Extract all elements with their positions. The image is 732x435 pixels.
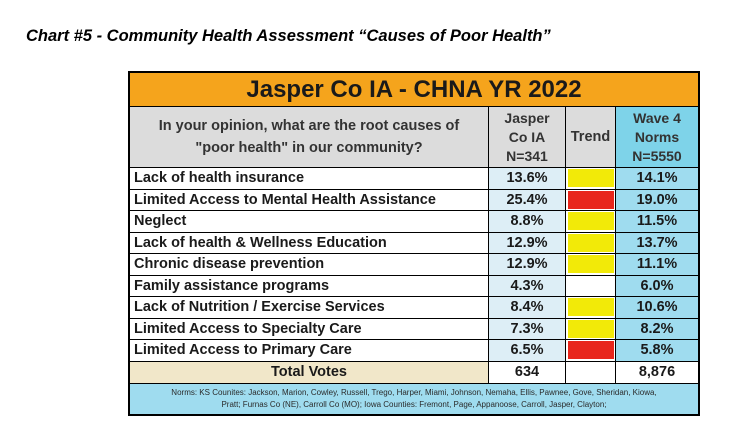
norm-value: 19.0% bbox=[615, 188, 700, 211]
trend-swatch bbox=[567, 212, 614, 231]
trend-cell bbox=[565, 317, 616, 340]
total-norm: 8,876 bbox=[615, 360, 700, 384]
chna-table: Jasper Co IA - CHNA YR 2022 In your opin… bbox=[128, 71, 700, 416]
trend-cell bbox=[565, 188, 616, 211]
jasper-value: 25.4% bbox=[488, 188, 566, 211]
cause-label: Lack of Nutrition / Exercise Services bbox=[128, 296, 489, 319]
norm-value: 8.2% bbox=[615, 317, 700, 340]
norm-value: 5.8% bbox=[615, 339, 700, 362]
cause-label: Limited Access to Mental Health Assistan… bbox=[128, 188, 489, 211]
cause-label: Family assistance programs bbox=[128, 274, 489, 297]
cause-label: Lack of health insurance bbox=[128, 167, 489, 190]
trend-swatch bbox=[567, 233, 614, 252]
jasper-header: Jasper Co IA N=341 bbox=[488, 106, 566, 168]
question-header: In your opinion, what are the root cause… bbox=[128, 106, 489, 168]
jasper-value: 13.6% bbox=[488, 167, 566, 190]
jasper-value: 12.9% bbox=[488, 231, 566, 254]
cause-label: Lack of health & Wellness Education bbox=[128, 231, 489, 254]
trend-cell bbox=[565, 296, 616, 319]
trend-header: Trend bbox=[565, 106, 616, 168]
jasper-value: 6.5% bbox=[488, 339, 566, 362]
total-trend-blank bbox=[565, 360, 616, 384]
header-row: In your opinion, what are the root cause… bbox=[128, 106, 700, 168]
cause-label: Limited Access to Specialty Care bbox=[128, 317, 489, 340]
cause-label: Neglect bbox=[128, 210, 489, 233]
norm-value: 13.7% bbox=[615, 231, 700, 254]
trend-swatch bbox=[567, 169, 614, 188]
norms-header-line-2: Norms bbox=[634, 128, 680, 145]
cause-label: Limited Access to Primary Care bbox=[128, 339, 489, 362]
table-row: Chronic disease prevention 12.9% 11.1% bbox=[128, 253, 700, 276]
norms-header-line-3: N=5550 bbox=[632, 147, 682, 164]
jasper-value: 8.4% bbox=[488, 296, 566, 319]
norm-value: 6.0% bbox=[615, 274, 700, 297]
trend-swatch bbox=[567, 190, 614, 209]
norm-value: 11.1% bbox=[615, 253, 700, 276]
total-jasper: 634 bbox=[488, 360, 566, 384]
jasper-value: 7.3% bbox=[488, 317, 566, 340]
norm-value: 14.1% bbox=[615, 167, 700, 190]
table-row: Lack of Nutrition / Exercise Services 8.… bbox=[128, 296, 700, 319]
trend-swatch bbox=[567, 298, 614, 317]
trend-cell bbox=[565, 231, 616, 254]
question-line-2: "poor health" in our community? bbox=[195, 140, 423, 156]
norm-value: 11.5% bbox=[615, 210, 700, 233]
trend-cell bbox=[565, 167, 616, 190]
footnote-line-2: Pratt; Furnas Co (NE), Carroll Co (MO); … bbox=[221, 399, 607, 409]
question-line-1: In your opinion, what are the root cause… bbox=[158, 118, 460, 134]
footnote-row: Norms: KS Counites: Jackson, Marion, Cow… bbox=[128, 382, 700, 415]
table-row: Limited Access to Mental Health Assistan… bbox=[128, 188, 700, 211]
trend-swatch bbox=[567, 341, 614, 360]
trend-swatch bbox=[567, 255, 614, 274]
trend-cell bbox=[565, 253, 616, 276]
trend-cell bbox=[565, 274, 616, 297]
chart-heading: Chart #5 - Community Health Assessment “… bbox=[26, 27, 551, 45]
cause-label: Chronic disease prevention bbox=[128, 253, 489, 276]
jasper-value: 12.9% bbox=[488, 253, 566, 276]
norm-value: 10.6% bbox=[615, 296, 700, 319]
banner-row: Jasper Co IA - CHNA YR 2022 bbox=[128, 71, 700, 107]
jasper-header-line-1: Jasper bbox=[504, 109, 550, 126]
total-label: Total Votes bbox=[128, 360, 489, 384]
jasper-value: 8.8% bbox=[488, 210, 566, 233]
table-row: Lack of health insurance 13.6% 14.1% bbox=[128, 167, 700, 190]
table-row: Limited Access to Specialty Care 7.3% 8.… bbox=[128, 317, 700, 340]
trend-cell bbox=[565, 210, 616, 233]
table-row: Neglect 8.8% 11.5% bbox=[128, 210, 700, 233]
trend-cell bbox=[565, 339, 616, 362]
norms-header-line-1: Wave 4 bbox=[633, 109, 681, 126]
jasper-value: 4.3% bbox=[488, 274, 566, 297]
table-row: Family assistance programs 4.3% 6.0% bbox=[128, 274, 700, 297]
jasper-header-line-2: Co IA bbox=[508, 128, 546, 145]
total-row: Total Votes 634 8,876 bbox=[128, 360, 700, 384]
trend-swatch bbox=[567, 319, 614, 338]
footnote: Norms: KS Counites: Jackson, Marion, Cow… bbox=[128, 382, 700, 415]
norms-header: Wave 4 Norms N=5550 bbox=[615, 106, 700, 168]
footnote-line-1: Norms: KS Counites: Jackson, Marion, Cow… bbox=[171, 387, 657, 397]
table-row: Lack of health & Wellness Education 12.9… bbox=[128, 231, 700, 254]
jasper-header-line-3: N=341 bbox=[506, 147, 548, 164]
banner-title: Jasper Co IA - CHNA YR 2022 bbox=[128, 71, 700, 107]
trend-swatch bbox=[568, 277, 614, 295]
table-row: Limited Access to Primary Care 6.5% 5.8% bbox=[128, 339, 700, 362]
